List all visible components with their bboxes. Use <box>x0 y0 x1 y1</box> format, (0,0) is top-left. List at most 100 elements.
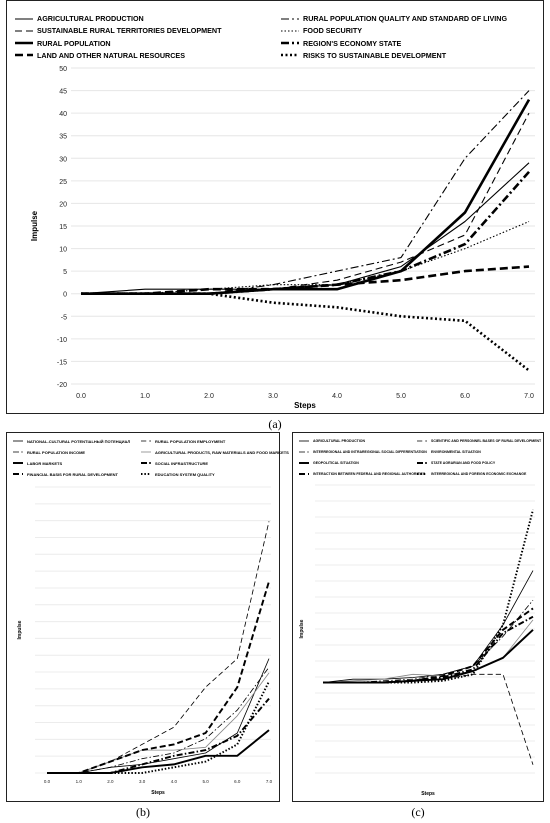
caption-a: (a) <box>268 417 282 431</box>
series-line <box>81 265 530 296</box>
legend-item: RURAL POPULATION EMPLOYMENT <box>141 437 225 445</box>
x-tick-label: 2.0 <box>204 393 214 400</box>
legend-swatch <box>281 54 299 57</box>
legend-label: INTERACTION BETWEEN FEDERAL AND REGIONAL… <box>313 472 426 476</box>
legend-label: LABOR MARKETS <box>27 460 63 466</box>
legend-label: GEOPOLITICAL SITUATION <box>313 461 359 465</box>
y-tick-label: 50 <box>59 66 67 73</box>
legend-item: RURAL POPULATION QUALITY AND STANDARD OF… <box>281 14 507 23</box>
legend-item: RURAL POPULATION INCOME <box>13 448 85 456</box>
caption-c: (c) <box>411 805 425 819</box>
legend-label: FOOD SECURITY <box>303 26 363 36</box>
x-tick-label: 6.0 <box>234 779 241 784</box>
series-line <box>47 697 270 774</box>
series-line <box>323 509 534 684</box>
legend-item: NATIONAL-CULTURAL POTENTIALНЫЙ ПОТЕНЦИАЛ <box>13 437 130 445</box>
legend-swatch <box>15 30 33 32</box>
legend-swatch <box>281 30 299 32</box>
y-tick-label: -15 <box>57 359 67 366</box>
series-line <box>81 98 531 296</box>
legend-label: EDUCATION SYSTEM QUALITY <box>155 471 215 477</box>
legend-label: RISKS TO SUSTAINABLE DEVELOPMENT <box>303 50 447 60</box>
legend-label: RURAL POPULATION INCOME <box>27 449 86 455</box>
legend-label: REGION'S ECONOMY STATE <box>303 38 402 48</box>
x-tick-label: 3.0 <box>268 393 278 400</box>
y-axis-label: Impulse <box>17 620 23 639</box>
y-tick-label: -20 <box>57 382 67 389</box>
y-tick-label: 0 <box>63 292 67 299</box>
x-tick-label: 5.0 <box>202 779 209 784</box>
y-axis-label: Impulse <box>30 210 39 241</box>
legend-swatch <box>417 473 427 475</box>
series-line <box>81 170 530 296</box>
legend-item: ENVIRONMENTAL SITUATION <box>417 448 481 456</box>
x-tick-label: 1.0 <box>140 393 150 400</box>
legend-swatch <box>15 41 33 45</box>
x-axis-label: Steps <box>294 401 316 410</box>
legend-label: INTERREGIONAL AND INTRAREGIONAL SOCIAL D… <box>313 450 427 454</box>
legend-label: INTERREGIONAL AND FOREIGN ECONOMIC EXCHA… <box>431 472 527 476</box>
legend-label: RURAL POPULATION EMPLOYMENT <box>155 438 226 444</box>
legend-item: INTERREGIONAL AND FOREIGN ECONOMIC EXCHA… <box>417 470 526 478</box>
legend-item: INTERREGIONAL AND INTRAREGIONAL SOCIAL D… <box>299 448 427 456</box>
y-tick-label: 5 <box>63 269 67 276</box>
chart-a-svg: -20 -15 -10 -5 0 5 10 15 20 25 30 35 40 45 50 0.0 1.0 2.0… <box>30 66 535 410</box>
legend-swatch <box>299 462 309 464</box>
series-line <box>47 581 270 774</box>
legend-swatch <box>299 440 309 442</box>
y-tick-label: 35 <box>59 134 67 141</box>
legend-swatch <box>281 17 299 20</box>
x-tick-label: 4.0 <box>171 779 178 784</box>
legend-label: LAND AND OTHER NATURAL RESOURCES <box>37 50 186 60</box>
x-tick-label: 1.0 <box>76 779 83 784</box>
y-tick-label: 30 <box>59 156 67 163</box>
y-tick-label: 45 <box>59 89 67 96</box>
series-line <box>47 666 270 774</box>
legend-swatch <box>141 440 151 442</box>
caption-b: (b) <box>136 805 150 819</box>
chart-b-svg: 0.0 1.0 2.0 3.0 4.0 5.0 6.0 7.0 Steps Impulse <box>17 486 273 796</box>
legend-swatch <box>141 462 151 464</box>
legend-item: LABOR MARKETS <box>13 459 62 467</box>
x-tick-label: 4.0 <box>332 393 342 400</box>
legend-swatch <box>141 451 151 453</box>
legend-label: RURAL POPULATION <box>37 38 111 48</box>
legend-item: STATE AGRARIAN AND FOOD POLICY <box>417 459 495 467</box>
legend-item: AGRICULTURAL PRODUCTION <box>15 14 144 23</box>
x-tick-label: 7.0 <box>524 393 534 400</box>
legend-swatch <box>13 462 23 464</box>
legend-item: AGRICULTURAL PRODUCTS, RAW MATERIALS AND… <box>141 448 289 456</box>
legend-item: INTERACTION BETWEEN FEDERAL AND REGIONAL… <box>299 470 425 478</box>
legend-item: GEOPOLITICAL SITUATION <box>299 459 359 467</box>
legend-label: SCIENTIFIC AND PERSONNEL BASES OF RURAL … <box>431 439 542 443</box>
x-tick-label: 6.0 <box>460 393 470 400</box>
series-line <box>323 673 534 765</box>
series-line <box>47 681 270 774</box>
legend-swatch <box>141 473 151 475</box>
series-line <box>323 615 534 684</box>
chart-a-panel: -20 -15 -10 -5 0 5 10 15 20 25 30 35 40 45 50 0.0 1.0 2.0… <box>6 0 544 414</box>
series-line <box>323 629 534 684</box>
legend-label: SOCIAL INFRASTRUCTURE <box>155 460 209 466</box>
x-axis-label: Steps <box>421 791 435 797</box>
x-tick-label: 3.0 <box>139 779 146 784</box>
y-tick-label: 25 <box>59 179 67 186</box>
y-axis-label: Impulse <box>299 619 305 638</box>
legend-swatch <box>13 440 23 442</box>
series-line <box>81 292 530 372</box>
legend-label: AGRICULTURAL PRODUCTION <box>313 439 365 443</box>
x-tick-label: 0.0 <box>76 393 86 400</box>
legend-swatch <box>15 54 33 57</box>
legend-swatch <box>13 451 23 453</box>
legend-item: FINANCIAL BASIS FOR RURAL DEVELOPMENT <box>13 470 118 478</box>
legend-item: SUSTAINABLE RURAL TERRITORIES DEVELOPMEN… <box>15 26 222 35</box>
y-tick-label: 20 <box>59 201 67 208</box>
legend-swatch <box>15 17 33 20</box>
legend-label: SUSTAINABLE RURAL TERRITORIES DEVELOPMEN… <box>37 26 222 36</box>
y-tick-label: 40 <box>59 111 67 118</box>
series-line <box>323 607 534 684</box>
y-tick-label: 15 <box>59 224 67 231</box>
legend-swatch <box>281 41 299 45</box>
legend-item: SOCIAL INFRASTRUCTURE <box>141 459 208 467</box>
legend-label: FINANCIAL BASIS FOR RURAL DEVELOPMENT <box>27 471 118 477</box>
